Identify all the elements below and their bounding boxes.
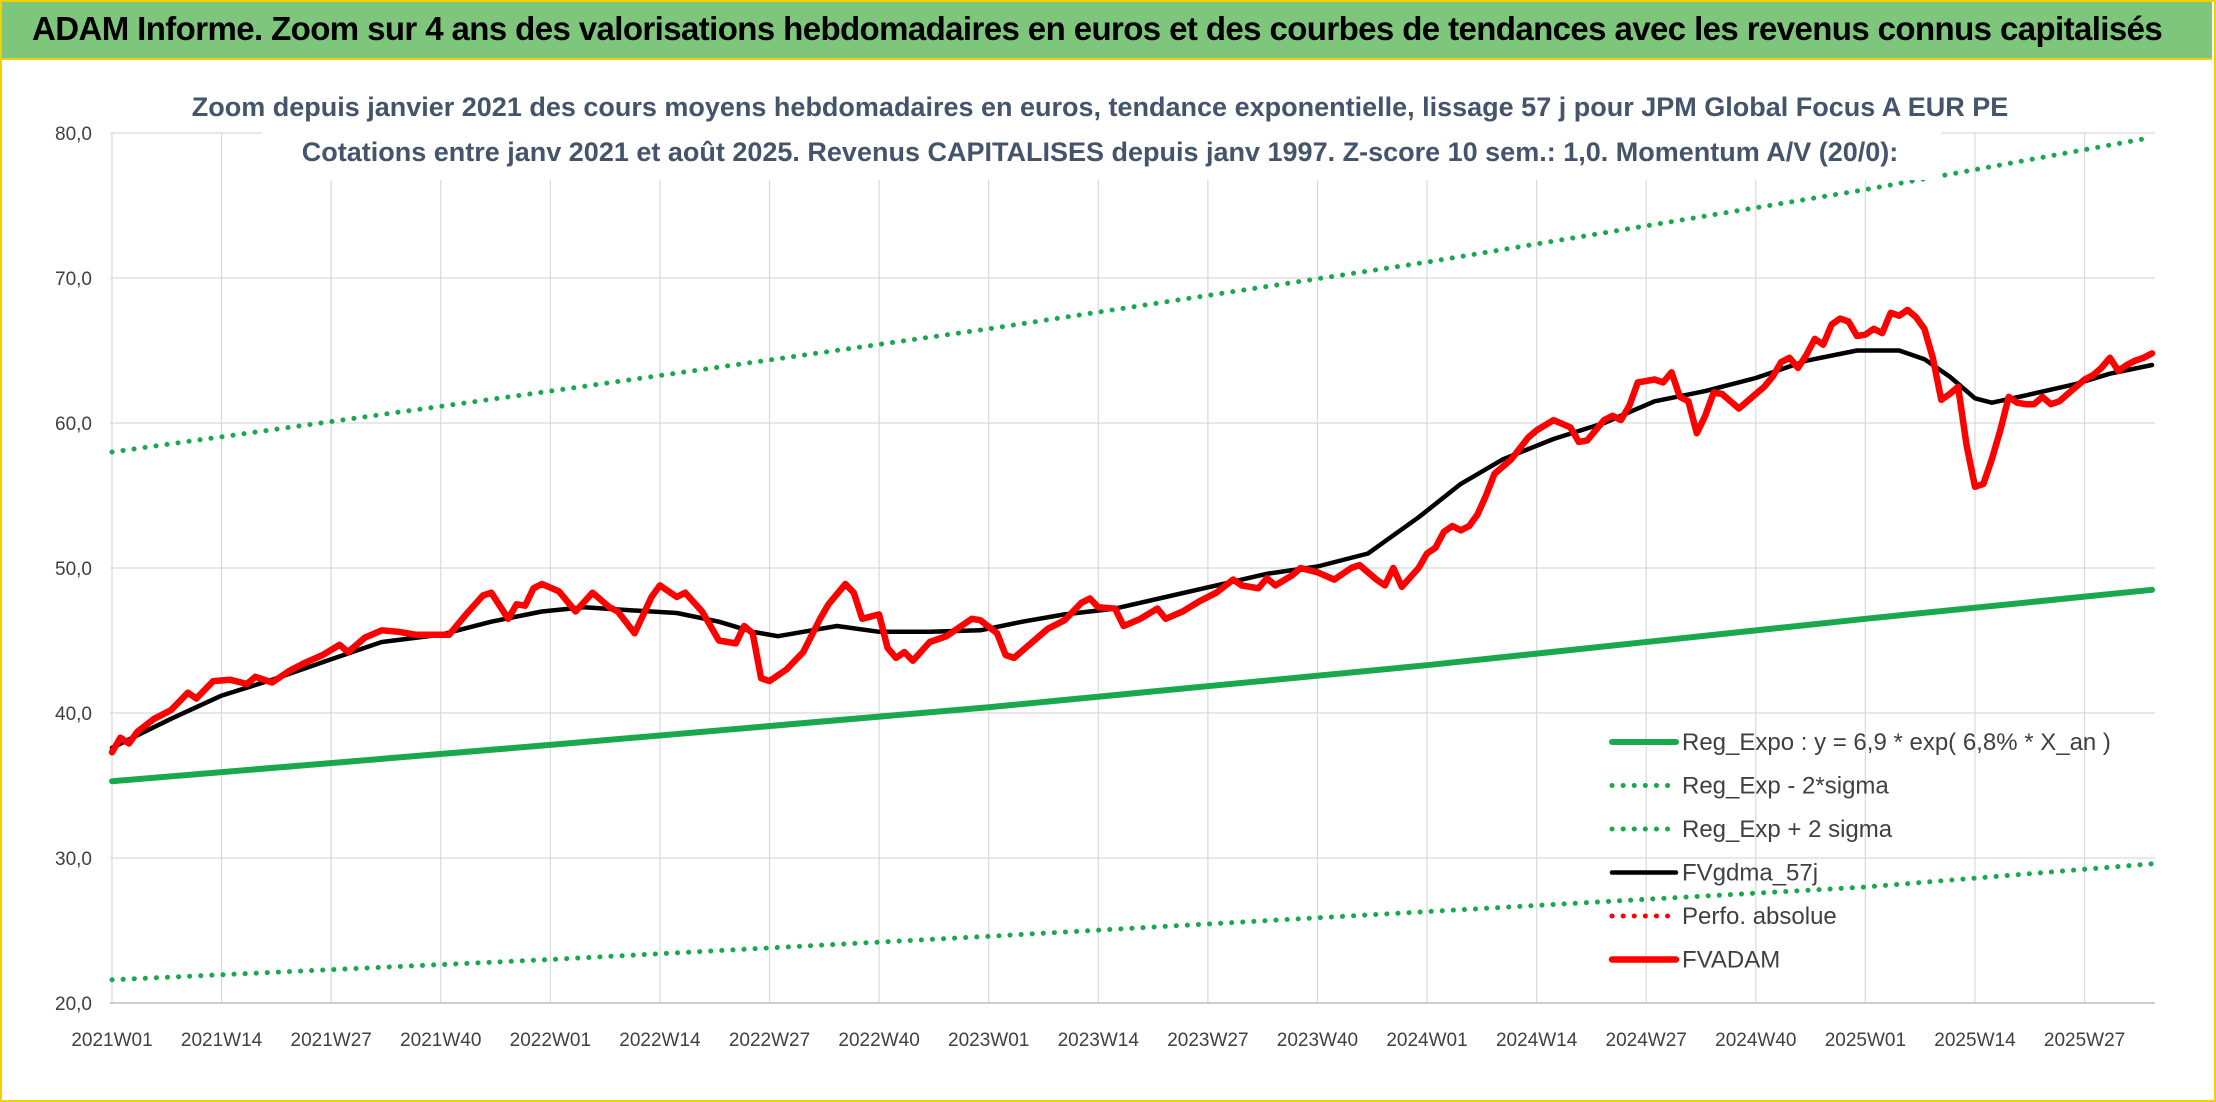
legend-label: Reg_Exp - 2*sigma	[1682, 773, 1889, 800]
y-tick-label: 40,0	[55, 704, 92, 725]
y-tick-label: 80,0	[55, 124, 92, 145]
x-tick-label: 2022W01	[510, 1030, 591, 1051]
x-tick-label: 2022W14	[619, 1030, 701, 1051]
legend-label: FVgdma_57j	[1682, 860, 1818, 887]
y-tick-label: 50,0	[55, 559, 92, 580]
x-tick-label: 2025W27	[2044, 1030, 2125, 1051]
legend: Reg_Expo : y = 6,9 * exp( 6,8% * X_an ) R…	[1608, 729, 2111, 974]
series-line-reg-exp-2	[109, 134, 2155, 455]
x-tick-label: 2021W27	[291, 1030, 372, 1051]
x-tick-label: 2024W40	[1715, 1030, 1796, 1051]
x-tick-label: 2025W01	[1825, 1030, 1906, 1051]
series-line-fvgdma-57j	[109, 348, 2155, 751]
x-tick-label: 2022W40	[838, 1030, 919, 1051]
x-tick-label: 2024W01	[1386, 1030, 1467, 1051]
x-tick-label: 2023W40	[1277, 1030, 1358, 1051]
legend-label: Reg_Exp + 2 sigma	[1682, 816, 1893, 843]
y-tick-label: 60,0	[55, 414, 92, 435]
y-tick-label: 70,0	[55, 269, 92, 290]
chart-title: Zoom depuis janvier 2021 des cours moyen…	[192, 92, 2009, 122]
legend-label: Perfo. absolue	[1682, 903, 1837, 930]
report-banner: ADAM Informe. Zoom sur 4 ans des valoris…	[2, 2, 2212, 60]
legend-label: FVADAM	[1682, 947, 1780, 974]
series-line-fvadam	[108, 306, 2156, 756]
x-tick-label: 2025W14	[1934, 1030, 2016, 1051]
x-tick-label: 2023W01	[948, 1030, 1029, 1051]
x-tick-label: 2024W14	[1496, 1030, 1578, 1051]
series-line-reg-expo-y	[109, 586, 2155, 785]
x-axis: 2021W01 2021W14 2021W27 2021W40 2022W01 2022W…	[71, 1002, 2155, 1051]
chart-subtitle: Cotations entre janv 2021 et août 2025. …	[302, 137, 1899, 167]
x-tick-label: 2022W27	[729, 1030, 810, 1051]
y-tick-label: 20,0	[55, 994, 92, 1015]
x-tick-label: 2024W27	[1606, 1030, 1687, 1051]
x-tick-label: 2023W14	[1058, 1030, 1140, 1051]
y-tick-label: 30,0	[55, 849, 92, 870]
report-title: ADAM Informe. Zoom sur 4 ans des valoris…	[32, 10, 2163, 47]
series-layer	[108, 134, 2156, 983]
y-axis: 20,0 30,0 40,0 50,0 60,0 70,0 80,0	[55, 124, 92, 1015]
grid	[110, 132, 2155, 1004]
x-tick-label: 2021W40	[400, 1030, 481, 1051]
series-line-reg-exp-2	[109, 861, 2155, 983]
x-tick-label: 2023W27	[1167, 1030, 1248, 1051]
x-tick-label: 2021W01	[71, 1030, 152, 1051]
legend-label: Reg_Expo : y = 6,9 * exp( 6,8% * X_an )	[1682, 729, 2111, 756]
x-tick-label: 2021W14	[181, 1030, 263, 1051]
title-background	[262, 78, 1942, 180]
